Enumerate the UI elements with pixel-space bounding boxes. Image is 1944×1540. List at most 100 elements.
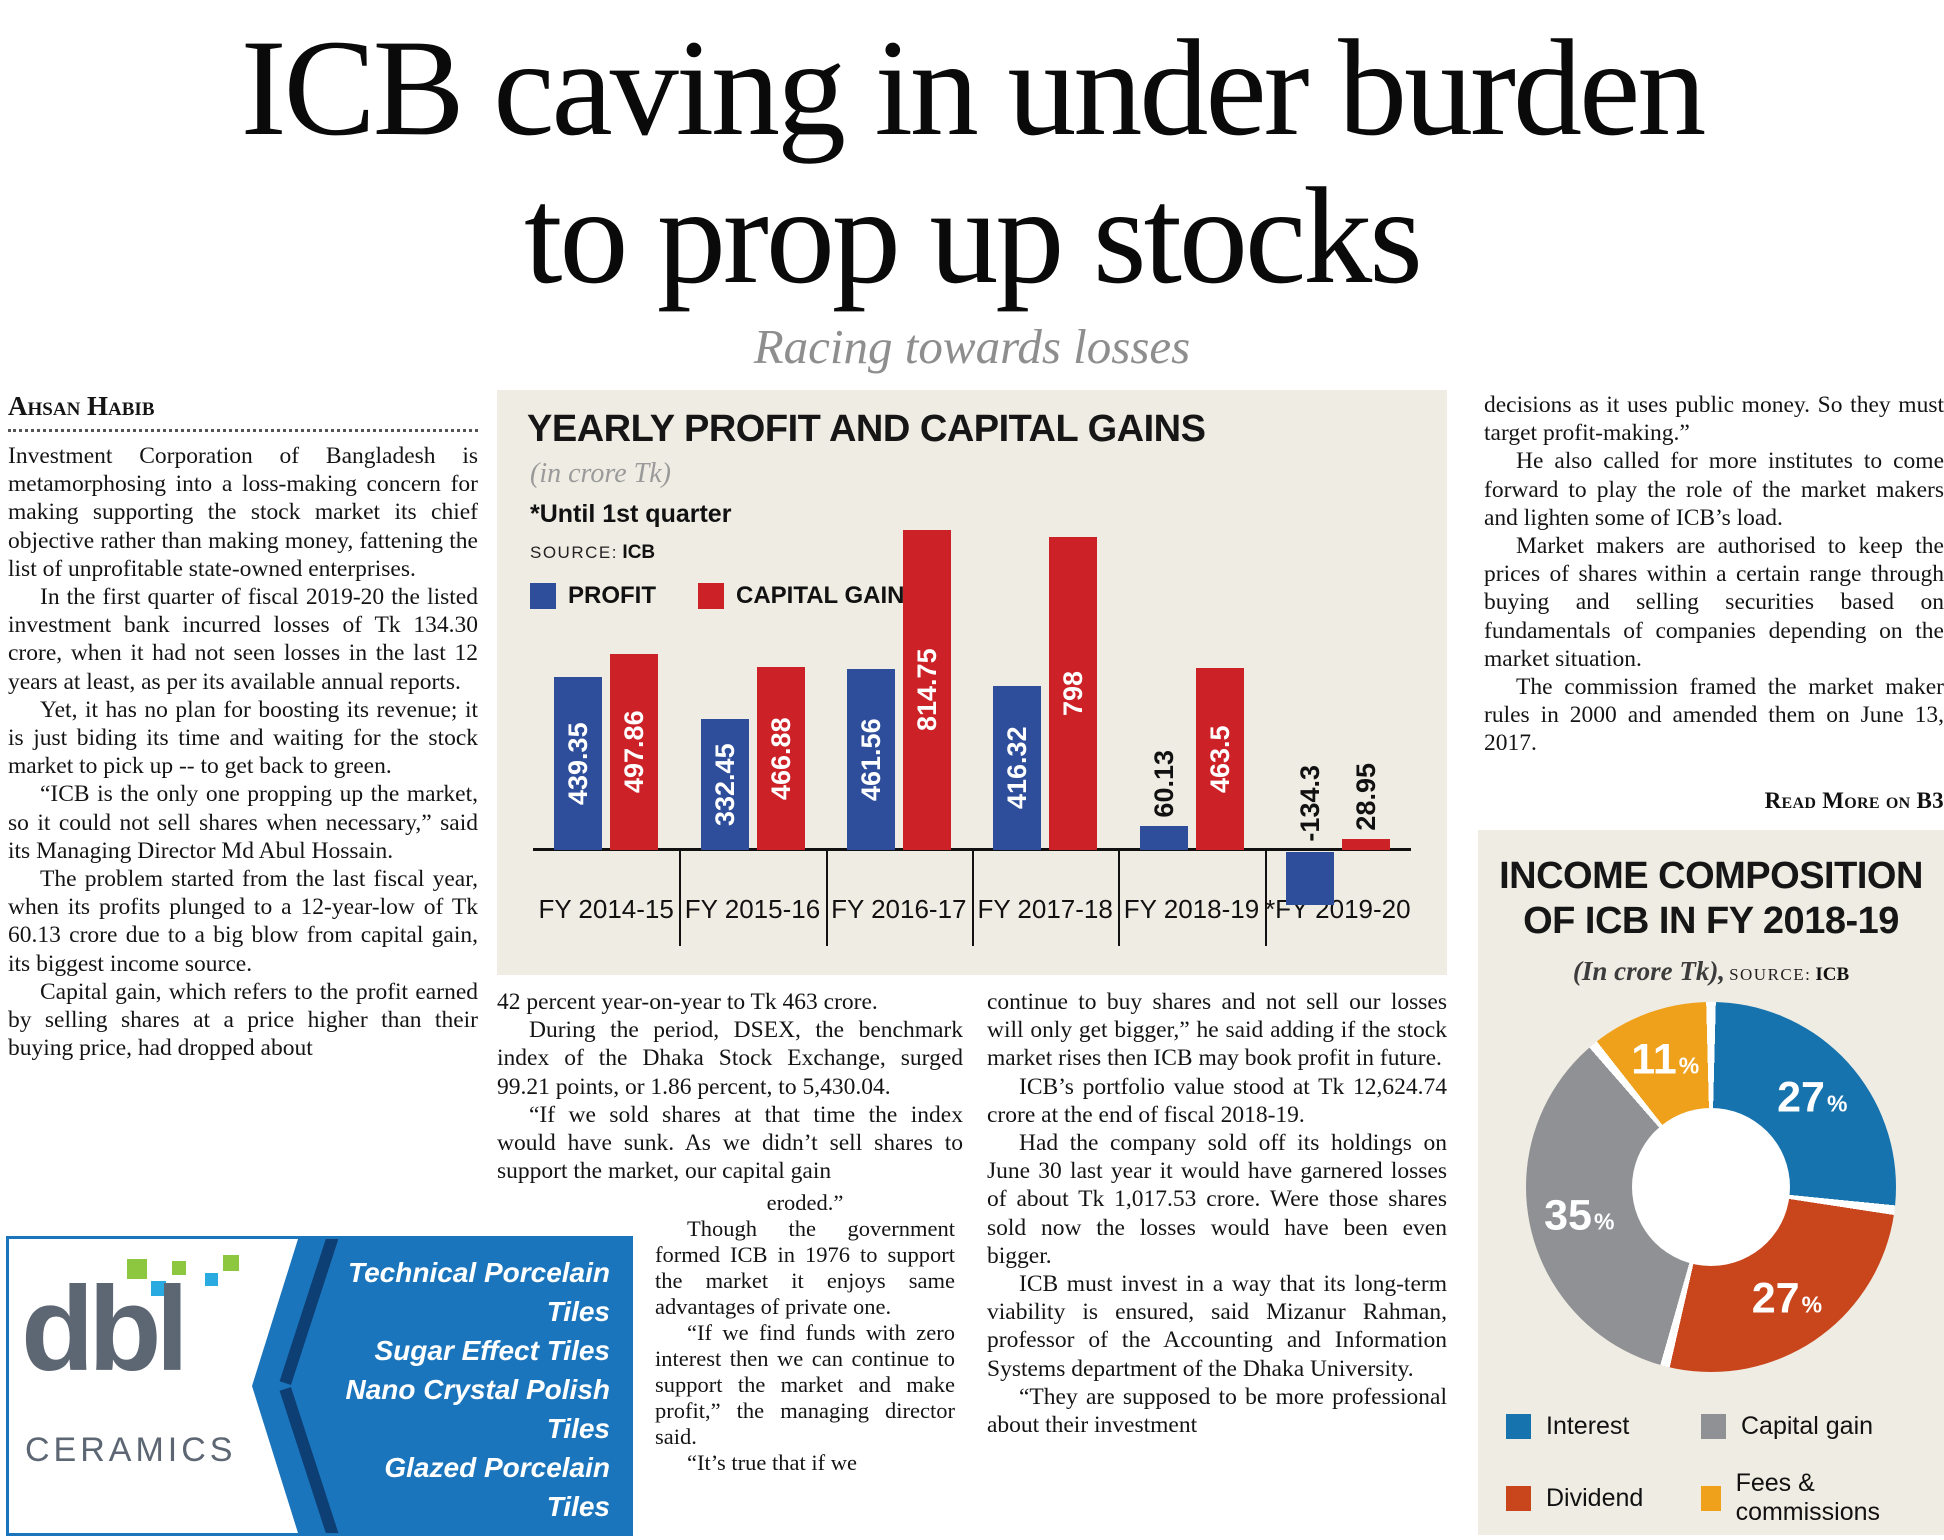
donut-title-line1: INCOME COMPOSITION [1499,855,1923,897]
legend-label: Dividend [1546,1483,1644,1512]
donut-legend-item: Fees & commissions [1701,1469,1916,1527]
bar-capital-gain-FY2014-15 [610,654,659,850]
ad-product-line: Technical Porcelain Tiles [348,1257,610,1327]
article-paragraph: “They are supposed to be more profession… [987,1383,1447,1439]
slice-label-capital-gain: 35% [1544,1191,1615,1240]
income-composition-panel: INCOME COMPOSITION OF ICB IN FY 2018-19 … [1478,830,1944,1535]
donut-title: INCOME COMPOSITION OF ICB IN FY 2018-19 [1478,854,1944,944]
x-axis-line [533,848,1411,851]
bar-value-label: 798 [1058,670,1089,717]
profit-legend-label: PROFIT [568,582,656,609]
ad-product-line: Nano Crystal Polish Tiles [345,1374,610,1444]
donut-subtitle: (In crore Tk), SOURCE: ICB [1478,956,1944,987]
bar-profit-FY2019-20 [1285,852,1334,905]
legend-swatch [1701,1414,1726,1439]
dbl-logo-subtext: CERAMICS [25,1431,237,1469]
slice-label-dividend: 27% [1751,1274,1823,1323]
read-more-note: Read More on B3 [1764,788,1944,813]
chart-legend: PROFIT CAPITAL GAIN [530,582,946,610]
bar-value-label: 416.32 [1002,726,1033,810]
kicker-subtitle: Racing towards losses [753,319,1191,374]
bar-value-label: 332.45 [709,743,740,826]
article-paragraph: decisions as it uses public money. So th… [1484,392,1944,447]
bar-capital-gain-FY2018-19 [1195,668,1244,850]
bar-profit-FY2018-19 [1139,826,1188,850]
bar-value-label: 466.88 [765,717,796,800]
bar-profit-FY2016-17 [846,669,895,850]
ad-product-line: Glazed Porcelain Tiles [384,1452,610,1522]
bar-profit-FY2017-18 [993,686,1042,850]
capital-gain-legend-swatch [698,583,724,609]
slice-label-fees-commissions: 11% [1631,1035,1700,1084]
headline: ICB caving in under burden to prop up st… [0,14,1944,310]
article-paragraph: ICB’s portfolio value stood at Tk 12,624… [987,1073,1447,1128]
source-label: SOURCE: [530,543,618,562]
dbl-ceramics-ad: dbl CERAMICS Technical Porcelain Tiles Su… [6,1236,633,1536]
chart-title: YEARLY PROFIT AND CAPITAL GAINS [527,408,1206,450]
donut-unit-note: (In crore Tk), [1572,956,1726,986]
bar-profit-FY2014-15 [554,677,603,850]
legend-label: Fees & commissions [1735,1469,1881,1526]
article-column-mid1: 42 percent year-on-year to Tk 463 crore.… [497,988,963,1185]
x-axis-label: FY 2015-16 [684,894,821,924]
bar-capital-gain-FY2015-16 [756,667,805,850]
article-paragraph: 42 percent year-on-year to Tk 463 crore. [497,989,878,1015]
article-paragraph: “If we find funds with zero interest the… [655,1320,955,1449]
slice-label-interest: 27% [1777,1073,1848,1122]
donut-title-line2: OF ICB IN FY 2018-19 [1523,900,1899,942]
x-axis-label: FY 2018-19 [1123,894,1260,924]
article-paragraph: He also called for more institutes to co… [1484,448,1944,531]
bar-value-label: 60.13 [1148,750,1179,818]
legend-swatch [1701,1485,1721,1511]
legend-label: Capital gain [1741,1412,1874,1440]
category-separator [1118,850,1121,946]
chart-footnote: *Until 1st quarter [530,500,732,528]
x-axis-label: FY 2016-17 [831,894,967,924]
chart-unit-note: (in crore Tk) [530,458,671,489]
article-paragraph: Market makers are authorised to keep the… [1484,533,1944,672]
ad-product-line: Glazed Wall Tiles [322,1526,610,1533]
article-paragraph: The problem started from the last fiscal… [8,866,478,977]
ad-product-area: Technical Porcelain Tiles Sugar Effect Ti… [252,1239,630,1533]
headline-line1: ICB caving in under burden [240,11,1707,164]
bar-value-label: 28.95 [1350,763,1381,831]
bar-chart-plot-area: FY 2014-15 439.35 497.86 FY 2015-16 332.45 46… [533,520,1411,960]
article-paragraph: “ICB is the only one propping up the mar… [8,781,478,864]
logo-pixel [172,1261,186,1275]
logo-pixel [205,1273,218,1286]
profit-legend-swatch [530,583,556,609]
article-paragraph: “If we sold shares at that time the inde… [497,1101,963,1185]
donut-legend: Interest Capital gain Dividend Fees & commi… [1506,1412,1916,1527]
article-paragraph: continue to buy shares and not sell our … [987,989,1447,1072]
byline-rule [8,429,478,432]
legend-swatch [1506,1485,1531,1511]
article-column-left: Ahsan Habib Investment Corporation of Ba… [8,391,478,1062]
donut-legend-item: Dividend [1506,1469,1701,1527]
logo-pixel [223,1255,239,1271]
article-paragraph: In the first quarter of fiscal 2019-20 t… [8,584,478,695]
article-paragraph: The commission framed the market maker r… [1484,674,1944,757]
donut-legend-item: Interest [1506,1412,1701,1441]
bar-chart-panel: YEARLY PROFIT AND CAPITAL GAINS (in cror… [497,390,1447,975]
bar-capital-gain-FY2019-20 [1341,839,1390,850]
left-column-text: Investment Corporation of Bangladesh is … [8,442,478,1062]
logo-pixel [127,1259,147,1279]
legend-label: Interest [1546,1412,1630,1440]
capital-gain-legend-label: CAPITAL GAIN [736,582,905,609]
logo-pixel [151,1281,166,1296]
x-axis-label: FY 2017-18 [977,894,1113,924]
article-column-right: decisions as it uses public money. So th… [1484,391,1944,758]
article-column-mid2: continue to buy shares and not sell our … [987,988,1447,1439]
donut-chart: 27% 27% 35% 11% [1526,1002,1896,1372]
bar-value-label: 497.86 [619,710,650,794]
article-paragraph: ICB must invest in a way that its long-t… [987,1271,1447,1382]
bar-capital-gain-FY2016-17 [902,530,951,850]
ad-product-list: Technical Porcelain Tiles Sugar Effect Ti… [252,1239,630,1533]
ad-logo-area: dbl CERAMICS [9,1239,252,1533]
byline: Ahsan Habib [8,391,155,421]
x-axis-label: FY 2014-15 [538,894,674,924]
article-paragraph: Investment Corporation of Bangladesh is … [8,443,478,582]
donut-source-value: ICB [1815,964,1850,985]
category-separator [972,850,974,946]
donut-source-label: SOURCE: [1729,965,1812,984]
